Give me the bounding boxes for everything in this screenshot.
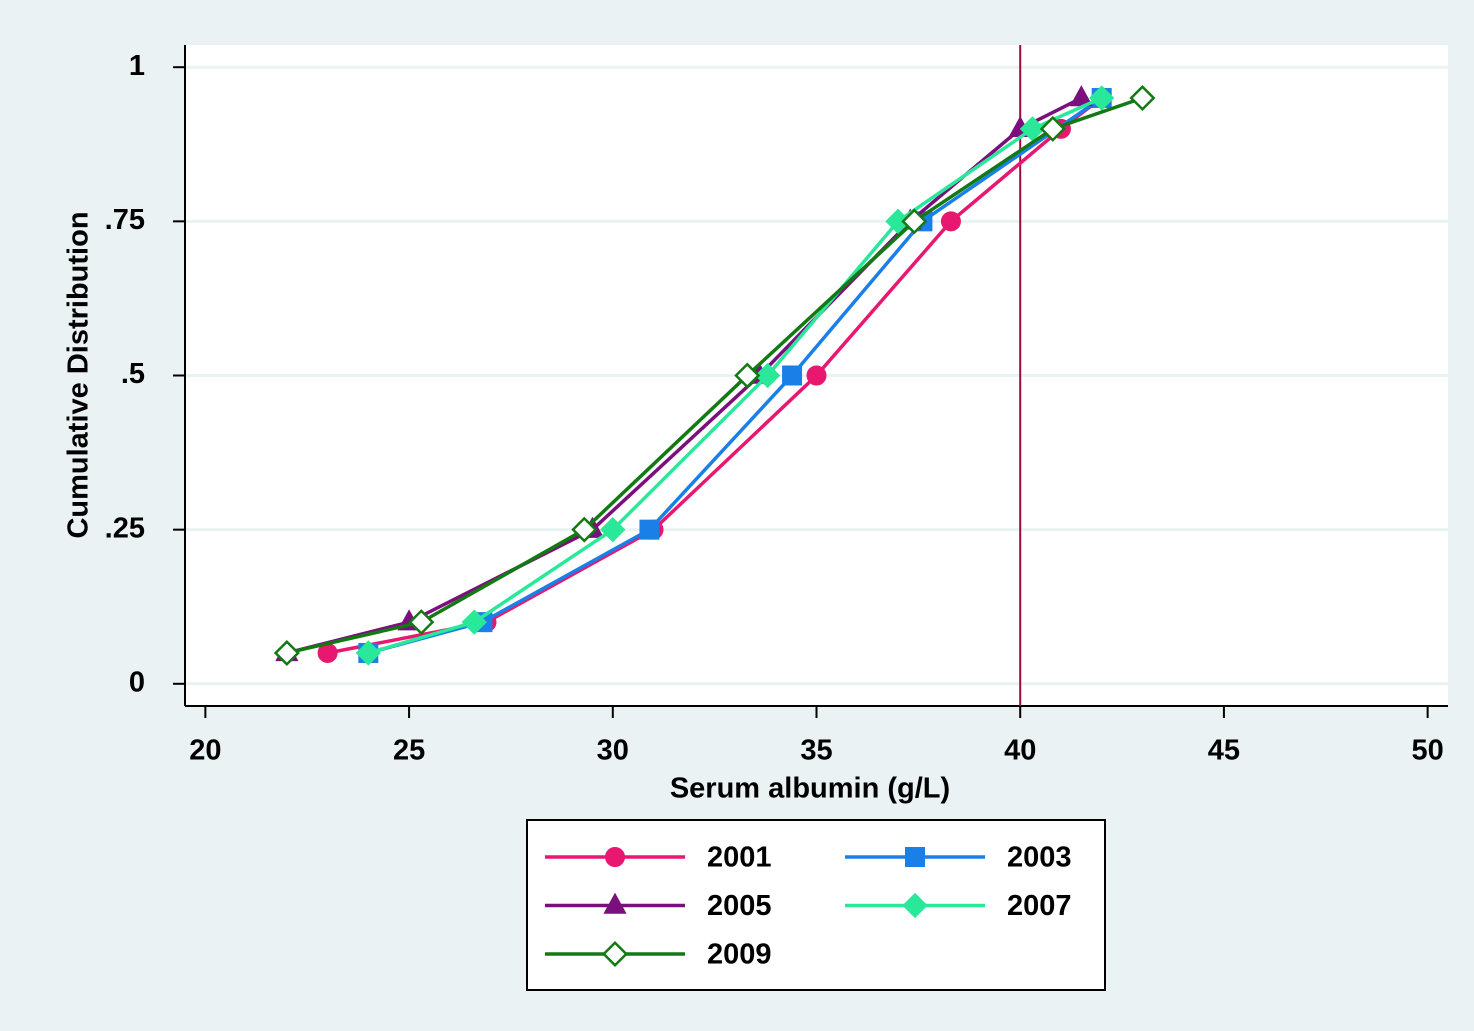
marker [806,365,827,386]
marker [639,519,660,540]
y-tick-label: .5 [121,358,145,390]
legend-label: 2005 [707,890,772,922]
x-tick-label: 40 [1004,735,1036,767]
x-tick-label: 45 [1208,735,1240,767]
marker [1039,115,1066,142]
marker [754,362,781,389]
marker [940,211,961,232]
marker [571,516,598,543]
marker [901,208,928,235]
marker [734,362,761,389]
marker [603,892,627,914]
marker [782,365,803,386]
marker [461,609,487,635]
x-tick-label: 50 [1411,735,1443,767]
marker [408,609,435,636]
y-axis-label: Cumulative Distribution [63,211,95,538]
x-tick-label: 20 [189,735,221,767]
x-axis-label: Serum albumin (g/L) [670,773,950,805]
x-tick-label: 35 [800,735,832,767]
x-tick-label: 30 [597,735,629,767]
marker [1129,85,1156,112]
marker [902,892,928,919]
y-tick-label: 1 [129,50,145,82]
series-line [367,96,1103,655]
marker [1089,85,1115,111]
marker [355,640,382,666]
marker [600,516,626,543]
y-tick-label: .75 [105,204,145,236]
marker [605,847,625,867]
legend-label: 2009 [707,939,772,971]
legend-label: 2007 [1007,890,1072,922]
x-tick-label: 25 [393,735,425,767]
marker [601,940,629,968]
y-tick-label: .25 [105,512,145,544]
marker [905,847,925,867]
marker [273,639,300,666]
y-tick-label: 0 [129,666,145,698]
legend-label: 2003 [1007,842,1072,874]
legend-label: 2001 [707,842,772,874]
marker [1019,116,1046,142]
